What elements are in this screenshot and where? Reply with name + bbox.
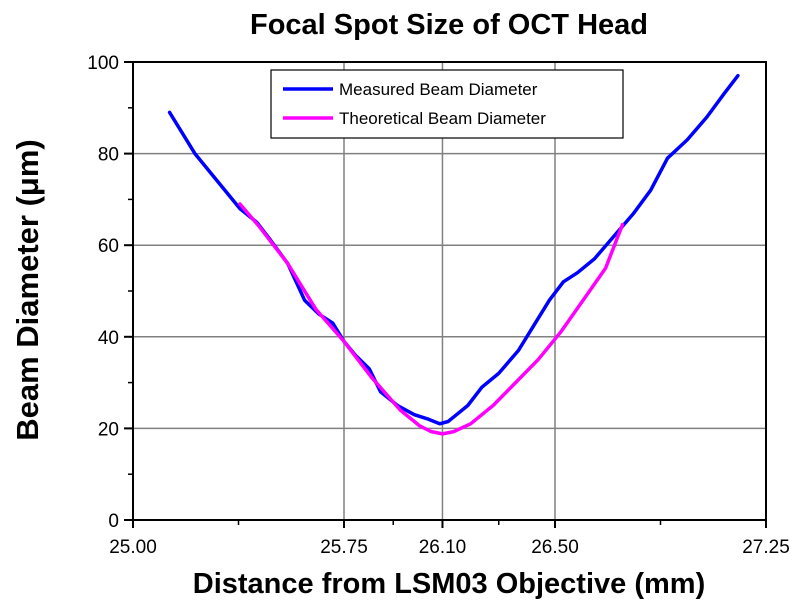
x-tick-label: 26.50 xyxy=(531,537,579,558)
legend-label: Measured Beam Diameter xyxy=(339,80,538,99)
x-tick-label: 26.10 xyxy=(419,537,467,558)
axes: 25.00 25.75 26.10 26.50 27.25 0 20 40 60 80 100 xyxy=(87,53,789,558)
chart-title: Focal Spot Size of OCT Head xyxy=(250,9,648,41)
series-layer xyxy=(167,73,740,436)
y-tick-label: 80 xyxy=(98,145,119,166)
y-tick-label: 40 xyxy=(98,328,119,349)
x-tick-label: 27.25 xyxy=(742,537,790,558)
y-axis-label: Beam Diameter (μm) xyxy=(10,139,45,441)
y-tick-label: 0 xyxy=(108,511,119,532)
x-tick-label: 25.75 xyxy=(320,537,368,558)
legend-label: Theoretical Beam Diameter xyxy=(339,109,546,128)
legend: Measured Beam Diameter Theoretical Beam D… xyxy=(270,69,624,139)
x-axis-label: Distance from LSM03 Objective (mm) xyxy=(193,568,705,600)
y-tick-label: 60 xyxy=(98,236,119,257)
series-line-2 xyxy=(238,202,625,436)
legend-box xyxy=(270,69,624,139)
x-tick-label: 25.00 xyxy=(109,537,157,558)
y-tick-label: 20 xyxy=(98,419,119,440)
y-tick-label: 100 xyxy=(87,53,119,74)
